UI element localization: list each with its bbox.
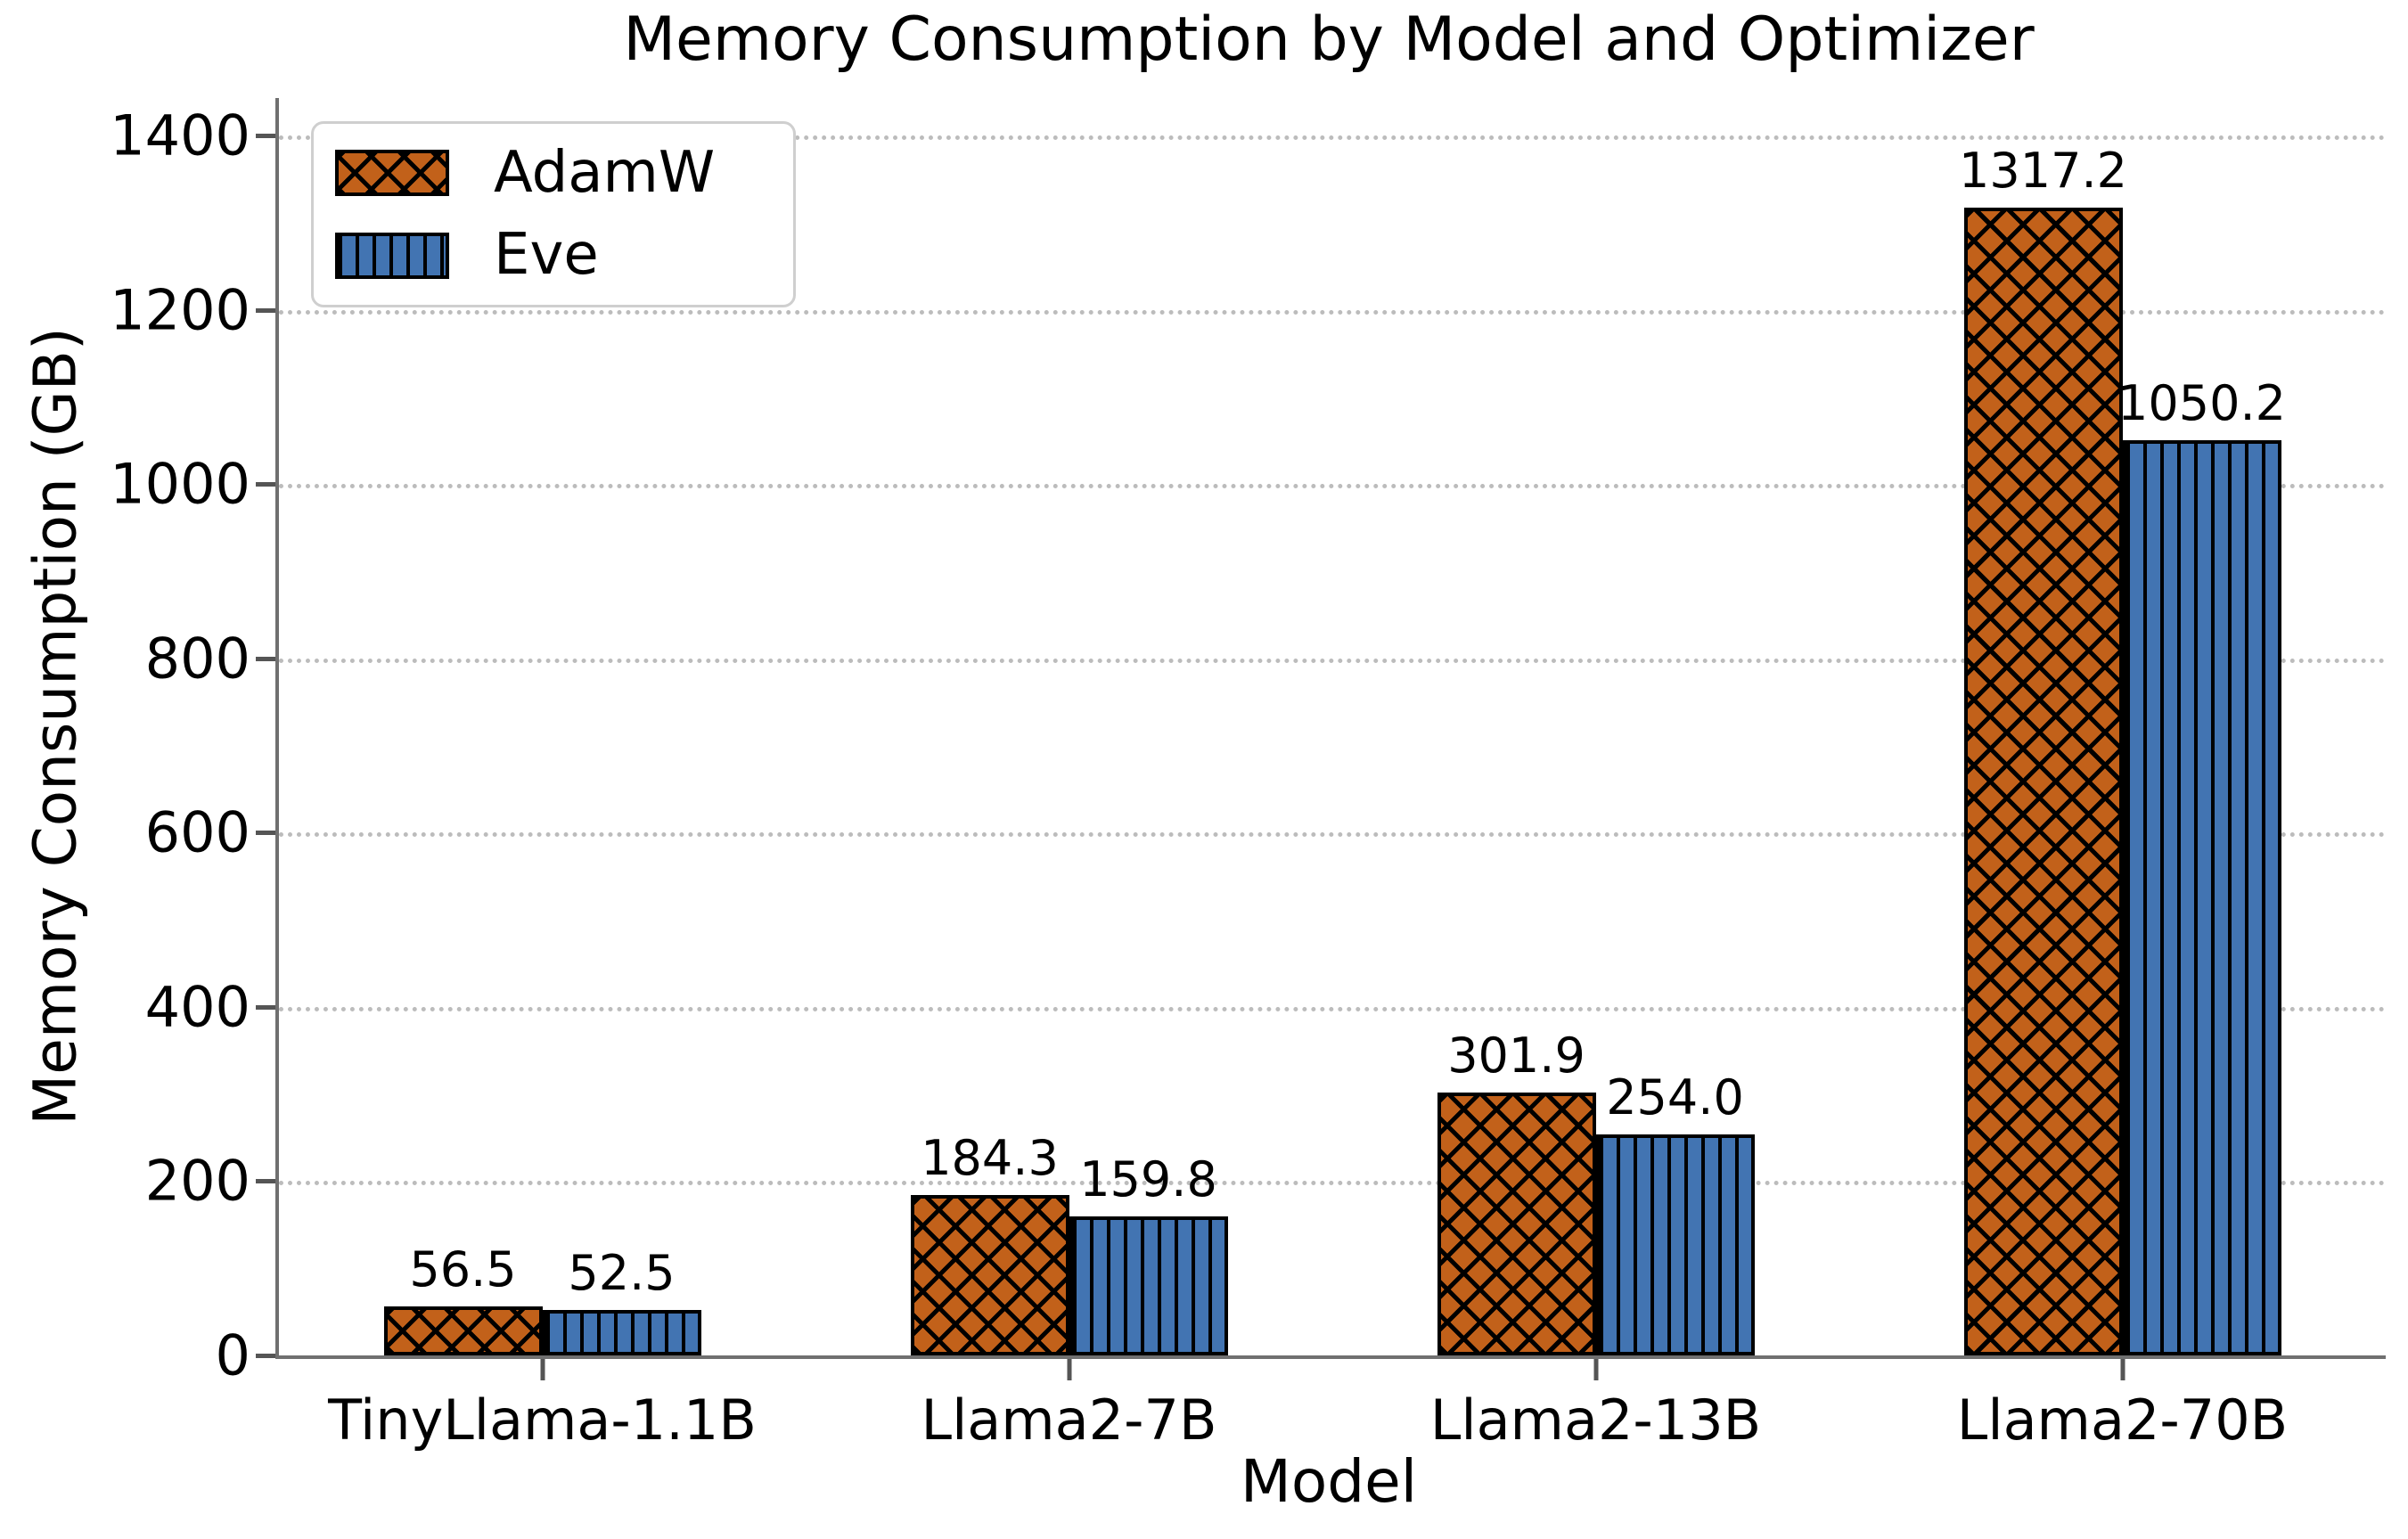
legend: AdamW Eve xyxy=(311,121,797,307)
bar-adamw-llama2-13b xyxy=(1437,1092,1596,1355)
gridline xyxy=(279,484,2386,489)
y-tick-label: 1200 xyxy=(110,277,250,343)
x-tick-mark xyxy=(2120,1359,2125,1380)
x-tick-label: Llama2-13B xyxy=(1429,1388,1762,1453)
bar-eve-llama2-70b xyxy=(2122,440,2281,1355)
x-tick-mark xyxy=(540,1359,545,1380)
legend-swatch-eve xyxy=(335,232,449,279)
bar-eve-tinyllama-1.1b xyxy=(542,1309,701,1355)
y-tick-mark xyxy=(256,1179,275,1184)
bar-value-label: 1050.2 xyxy=(2117,375,2286,432)
y-tick-mark xyxy=(256,1004,275,1010)
x-tick-mark xyxy=(1593,1359,1598,1380)
x-tick-label: Llama2-70B xyxy=(1956,1388,2289,1453)
legend-item-label: Eve xyxy=(494,222,599,289)
bar-adamw-tinyllama-1.1b xyxy=(383,1306,543,1355)
bar-value-label: 56.5 xyxy=(409,1240,517,1298)
gridline xyxy=(279,658,2386,663)
x-tick-mark xyxy=(1067,1359,1071,1380)
x-axis-label: Model xyxy=(1240,1447,1418,1516)
legend-item-label: AdamW xyxy=(494,140,716,206)
legend-item-adamw: AdamW xyxy=(335,142,715,204)
y-tick-mark xyxy=(256,134,275,139)
gridline xyxy=(279,135,2386,141)
bar-value-label: 184.3 xyxy=(921,1129,1059,1186)
bar-eve-llama2-7b xyxy=(1069,1216,1228,1355)
y-tick-mark xyxy=(256,656,275,661)
y-tick-mark xyxy=(256,831,275,836)
y-tick-mark xyxy=(256,307,275,313)
chart-title: Memory Consumption by Model and Optimize… xyxy=(623,4,2035,75)
x-tick-label: TinyLlama-1.1B xyxy=(328,1388,757,1453)
y-tick-label: 1400 xyxy=(110,102,250,168)
gridline xyxy=(279,1181,2386,1186)
legend-item-eve: Eve xyxy=(335,222,715,289)
gridline xyxy=(279,832,2386,838)
y-tick-mark xyxy=(256,482,275,487)
gridline xyxy=(279,309,2386,315)
x-tick-label: Llama2-7B xyxy=(921,1388,1217,1453)
bar-value-label: 52.5 xyxy=(568,1244,676,1301)
bar-value-label: 254.0 xyxy=(1606,1068,1744,1126)
bar-eve-llama2-13b xyxy=(1595,1134,1755,1355)
bar-adamw-llama2-7b xyxy=(910,1194,1069,1355)
gridline xyxy=(279,1006,2386,1011)
y-tick-label: 0 xyxy=(215,1322,250,1388)
bar-value-label: 159.8 xyxy=(1079,1150,1217,1207)
y-axis-label: Memory Consumption (GB) xyxy=(20,327,90,1126)
y-tick-label: 800 xyxy=(144,626,250,692)
bar-value-label: 301.9 xyxy=(1447,1027,1585,1084)
y-tick-label: 200 xyxy=(144,1148,250,1214)
y-tick-mark xyxy=(256,1354,275,1358)
bar-adamw-llama2-70b xyxy=(1963,208,2123,1355)
bar-value-label: 1317.2 xyxy=(1959,143,2127,200)
y-tick-label: 400 xyxy=(144,974,250,1040)
y-tick-label: 600 xyxy=(144,799,250,865)
legend-swatch-adamw xyxy=(335,150,449,197)
y-tick-label: 1000 xyxy=(110,451,250,517)
plot-area: AdamW Eve 0 200 400 600 800 1000 1200 1400 TinyLl… xyxy=(110,98,2386,1453)
